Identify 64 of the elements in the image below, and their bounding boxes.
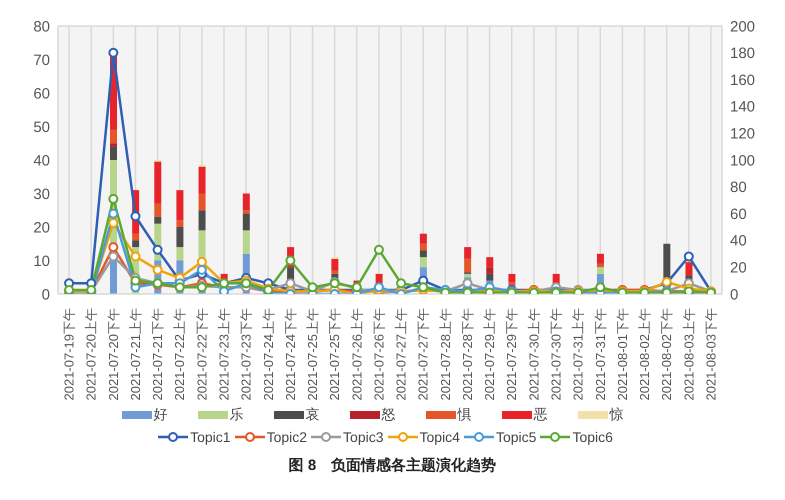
y2-tick-label: 160 bbox=[730, 72, 756, 89]
y-tick-label: 70 bbox=[33, 52, 50, 69]
legend-label: Topic3 bbox=[343, 429, 384, 445]
x-tick-label: 2021-07-29下午 bbox=[504, 308, 520, 400]
x-tick-label: 2021-07-25下午 bbox=[327, 308, 342, 400]
y2-tick-label: 80 bbox=[730, 179, 747, 196]
x-tick-label: 2021-07-30下午 bbox=[548, 308, 564, 400]
legend-label: Topic4 bbox=[420, 429, 460, 445]
legend-label: 惧 bbox=[458, 406, 472, 424]
y2-tick-label: 100 bbox=[730, 152, 756, 170]
x-tick-label: 2021-08-01下午 bbox=[614, 308, 630, 400]
x-tick-label: 2021-07-19下午 bbox=[62, 308, 77, 400]
x-tick-label: 2021-07-31下午 bbox=[592, 308, 608, 400]
x-tick-label: 2021-07-26下午 bbox=[371, 308, 386, 400]
y-tick-label: 80 bbox=[33, 18, 50, 36]
x-tick-label: 2021-07-21上午 bbox=[128, 308, 143, 400]
x-tick-label: 2021-07-20下午 bbox=[106, 308, 121, 400]
legend-label: 恶 bbox=[534, 406, 548, 424]
legend-label: 乐 bbox=[230, 406, 244, 424]
legend-label: Topic1 bbox=[190, 429, 231, 445]
x-tick-label: 2021-07-28下午 bbox=[460, 308, 475, 400]
y2-tick-label: 20 bbox=[730, 260, 747, 277]
y-tick-label: 50 bbox=[33, 118, 50, 136]
y2-tick-label: 140 bbox=[730, 98, 756, 116]
y2-tick-label: 40 bbox=[730, 232, 747, 250]
x-tick-label: 2021-08-03上午 bbox=[681, 308, 696, 400]
y-tick-label: 40 bbox=[33, 152, 50, 170]
x-tick-label: 2021-07-20上午 bbox=[84, 308, 99, 400]
legend-label: 好 bbox=[154, 406, 168, 424]
y2-tick-label: 0 bbox=[730, 286, 738, 304]
legend-label: Topic6 bbox=[572, 429, 613, 445]
legend-label: Topic5 bbox=[496, 429, 536, 445]
y2-tick-label: 120 bbox=[730, 126, 756, 143]
x-tick-label: 2021-07-22上午 bbox=[172, 308, 188, 400]
x-tick-label: 2021-07-24下午 bbox=[282, 308, 298, 400]
legend-label: 惊 bbox=[610, 406, 624, 424]
x-tick-label: 2021-08-02上午 bbox=[637, 308, 652, 400]
y-tick-label: 20 bbox=[33, 219, 50, 236]
text: 图 8 负面情感各主题演化趋势 bbox=[288, 456, 498, 475]
y-tick-label: 10 bbox=[33, 252, 50, 270]
x-tick-label: 2021-07-31上午 bbox=[570, 308, 586, 400]
legend-label: 怒 bbox=[382, 406, 396, 424]
legend-label: 哀 bbox=[306, 406, 320, 424]
x-tick-label: 2021-07-23上午 bbox=[216, 308, 232, 400]
x-tick-label: 2021-07-24上午 bbox=[260, 308, 276, 400]
legend-label: Topic2 bbox=[266, 429, 308, 445]
x-tick-label: 2021-07-28上午 bbox=[438, 308, 453, 400]
x-tick-label: 2021-07-29上午 bbox=[482, 308, 498, 400]
x-tick-label: 2021-07-23下午 bbox=[238, 308, 254, 400]
y-tick-label: 0 bbox=[42, 286, 50, 304]
x-tick-label: 2021-08-03下午 bbox=[703, 308, 718, 400]
y-tick-label: 60 bbox=[33, 85, 50, 102]
x-tick-label: 2021-07-26上午 bbox=[349, 308, 364, 400]
x-tick-label: 2021-07-22下午 bbox=[194, 308, 210, 400]
x-tick-label: 2021-08-02下午 bbox=[659, 308, 674, 400]
x-tick-label: 2021-07-27上午 bbox=[394, 308, 409, 400]
y-tick-label: 30 bbox=[33, 186, 50, 203]
x-tick-label: 2021-07-25上午 bbox=[305, 308, 320, 400]
x-tick-label: 2021-07-27下午 bbox=[416, 308, 431, 400]
y2-tick-label: 180 bbox=[730, 45, 756, 62]
y2-tick-label: 200 bbox=[730, 18, 756, 36]
y2-tick-label: 60 bbox=[730, 206, 747, 223]
x-tick-label: 2021-07-21下午 bbox=[150, 308, 166, 400]
x-tick-label: 2021-07-30上午 bbox=[526, 308, 542, 400]
